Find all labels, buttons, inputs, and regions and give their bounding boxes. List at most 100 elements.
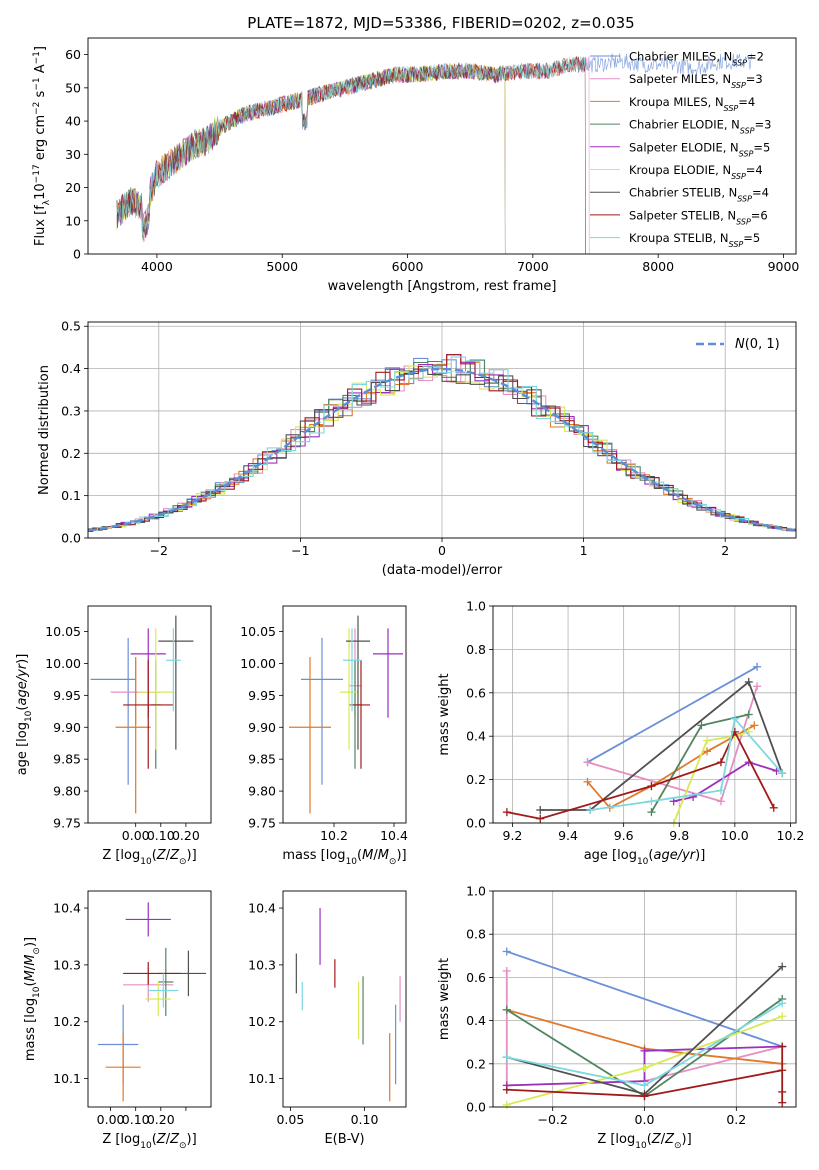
y-tick-label: 9.90 (248, 720, 276, 735)
normal-curve (87, 367, 797, 532)
x-axis-label-part: ( (152, 848, 157, 863)
weight-vs-z-panel: −0.2 0.0 0.20.00.20.40.60.81.0Z [log10(Z/Z… (437, 884, 797, 1151)
y-tick-label: 50 (65, 80, 81, 95)
y-axis-label-part: mass [log (23, 998, 38, 1061)
legend-label-part: Kroupa MILES, N (629, 95, 724, 109)
legend-label-part: SSP (731, 172, 746, 181)
x-axis-label-part: / (166, 848, 171, 863)
y-tick-label: 10.1 (53, 1071, 81, 1086)
y-tick-label: 9.80 (53, 784, 81, 799)
x-tick-label: 9.2 (503, 828, 523, 843)
spectrum-line (116, 55, 586, 255)
y-axis-label-part: s (33, 90, 48, 101)
y-axis-label-part: −1 (32, 51, 42, 64)
y-axis-label-part: 10 (32, 986, 42, 998)
y-tick-label: 0.8 (466, 642, 486, 657)
y-tick-label: 0.5 (61, 319, 81, 334)
y-tick-label: 10.4 (248, 901, 276, 916)
x-axis-label-part: / (166, 1132, 171, 1147)
legend-label-part: Salpeter ELODIE, N (629, 140, 739, 154)
x-tick-label: 10.2 (320, 828, 348, 843)
y-tick-label: 0.4 (61, 361, 81, 376)
legend-label-part: SSP (739, 149, 754, 158)
y-tick-label: 0.2 (466, 1056, 486, 1071)
y-axis-label: mass weight (437, 958, 452, 1040)
y-tick-label: 10.3 (53, 957, 81, 972)
legend-label: Chabrier STELIB, NSSP=4 (629, 186, 769, 204)
legend-label: Chabrier MILES, NSSP=2 (629, 50, 764, 68)
x-axis-label-part: 10 (140, 1141, 152, 1151)
x-axis-label-part: 10 (140, 857, 152, 867)
legend-label-part: =3 (746, 72, 763, 86)
x-axis-label-part: ( (648, 848, 653, 863)
x-axis-label-part: / (661, 1132, 666, 1147)
x-axis-label-part: Z (664, 1132, 675, 1147)
x-axis-label: Z [log10(Z/Z⊙)] (102, 1132, 196, 1151)
x-axis-label-part: Z (169, 1132, 180, 1147)
legend-label-part: SSP (731, 81, 746, 90)
x-axis-label-part: Z [log (597, 1132, 635, 1147)
y-tick-label: 20 (65, 180, 81, 195)
x-axis-label-part: age/yr (653, 848, 696, 863)
residuals-panel: −2 −1 0 1 2 0.0 0.1 0.2 0.3 0.4 0.5 N(0, 1) (data-mo… (37, 319, 797, 578)
mass-vs-ebv-panel: 0.05 0.10 10.1 10.2 10.3 10.4 E(B-V) (248, 890, 407, 1147)
legend-label-part: Chabrier MILES, N (629, 50, 732, 64)
y-tick-label: 9.85 (248, 752, 276, 767)
y-tick-label: 0.1 (61, 488, 81, 503)
y-tick-label: 10.4 (53, 901, 81, 916)
x-axis-label-part: Z (156, 1132, 167, 1147)
x-axis-label: age [log10(age/yr)] (584, 848, 706, 867)
x-tick-label: 6000 (392, 259, 424, 274)
y-axis-label: mass [log10(M/M⊙)] (23, 937, 42, 1061)
y-tick-label: 10.3 (248, 957, 276, 972)
x-axis-label-part: M (378, 848, 389, 863)
y-tick-label: 10.00 (45, 656, 81, 671)
x-tick-label: 0.00 (97, 1112, 125, 1127)
x-axis-label-part: Z [log (102, 1132, 140, 1147)
legend-label-part: SSP (729, 240, 744, 249)
y-tick-label: 0.6 (466, 970, 486, 985)
x-axis-label-part: Z (156, 848, 167, 863)
x-axis-label-part: Z [log (102, 848, 140, 863)
y-tick-label: 0.2 (466, 772, 486, 787)
x-axis-label-part: ⊙ (389, 857, 397, 867)
axes-frame (492, 605, 797, 824)
y-tick-label: 0.4 (466, 729, 486, 744)
y-tick-label: 1.0 (466, 884, 486, 899)
x-tick-label: −0.2 (538, 1112, 568, 1127)
x-tick-label: 7000 (517, 259, 549, 274)
x-axis-label-part: )] (187, 1132, 197, 1147)
weight-line (540, 680, 783, 811)
y-axis-label-part: Normed distribution (37, 365, 52, 495)
axes-frame (282, 605, 407, 824)
y-tick-label: 0.0 (466, 1100, 486, 1115)
y-axis-label-part: ] (33, 46, 48, 51)
x-axis-label-part: )] (695, 848, 705, 863)
x-axis-label-part: 10 (635, 1141, 647, 1151)
weight-vs-age-panel: 9.2 9.4 9.6 9.8 10.0 10.2 0.0 0.2 0.4 0.6 0.8 1.0 ag… (437, 599, 804, 868)
x-axis-label-part: ⊙ (179, 857, 187, 867)
legend-label: Salpeter STELIB, NSSP=6 (629, 208, 768, 226)
y-axis-label-part: mass weight (437, 958, 452, 1040)
spectrum-line (116, 56, 586, 255)
legend-label-part: SSP (724, 103, 739, 112)
x-axis-label-part: mass [log (282, 848, 345, 863)
legend-label-part: SSP (736, 217, 751, 226)
y-tick-label: 9.95 (248, 688, 276, 703)
x-tick-label: 0.20 (147, 1112, 175, 1127)
y-tick-label: 9.95 (53, 688, 81, 703)
y-axis-label-part: Flux [f (33, 205, 48, 246)
y-tick-label: 0.4 (466, 1013, 486, 1028)
legend-label-part: Salpeter MILES, N (629, 72, 731, 86)
y-tick-label: 40 (65, 114, 81, 129)
y-tick-label: 9.75 (53, 816, 81, 831)
y-tick-label: 9.85 (53, 752, 81, 767)
y-tick-label: 1.0 (466, 599, 486, 614)
legend-label-part: =4 (752, 186, 769, 200)
axes-frame (492, 890, 797, 1108)
legend-label-part: SSP (732, 58, 747, 67)
axes-frame (87, 37, 797, 255)
y-axis-label: mass weight (437, 673, 452, 755)
x-axis-label-part: Z (651, 1132, 662, 1147)
